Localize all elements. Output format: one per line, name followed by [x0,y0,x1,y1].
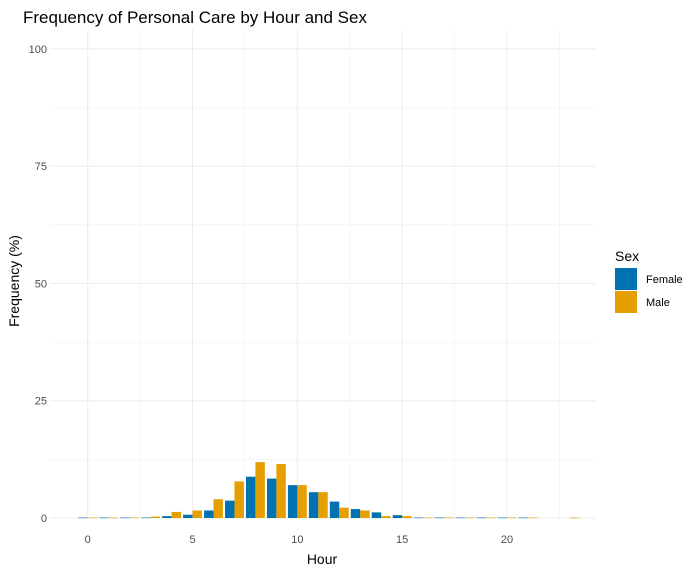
bar-female-hour-4 [162,516,172,518]
bar-male-hour-1 [108,517,119,519]
legend-title: Sex [615,248,639,264]
bar-female-hour-17 [434,517,445,519]
bar-male-hour-5 [192,510,202,518]
bar-female-hour-9 [266,478,277,518]
y-tick-label: 25 [35,396,47,408]
bar-male-hour-11 [318,492,328,518]
bar-male-hour-21 [527,517,538,519]
bar-female-hour-6 [204,510,214,518]
bar-male-hour-16 [423,517,433,519]
bar-female-hour-15 [392,515,403,518]
legend-label-female: Female [646,274,683,286]
bar-female-hour-3 [141,517,151,519]
y-tick-label: 75 [35,161,47,173]
bar-female-hour-19 [476,517,486,519]
bar-female-hour-10 [287,485,298,518]
bar-female-hour-1 [99,517,109,519]
x-tick-label: 10 [291,534,303,546]
bar-male-hour-19 [486,517,496,519]
bar-male-hour-8 [255,462,265,518]
bar-male-hour-0 [87,517,98,519]
bar-female-hour-0 [78,517,88,519]
bar-male-hour-2 [129,517,140,519]
bar-male-hour-23 [569,517,580,519]
bar-male-hour-18 [465,517,475,519]
bar-female-hour-14 [371,512,382,518]
x-tick-label: 15 [396,534,408,546]
bar-male-hour-3 [150,516,161,518]
bar-male-hour-9 [276,464,286,518]
y-axis-title: Frequency (%) [6,235,22,327]
bar-female-hour-7 [225,500,235,518]
bar-male-hour-20 [506,517,517,519]
y-tick-label: 100 [29,44,47,56]
bar-male-hour-10 [297,485,307,518]
bar-male-hour-13 [360,510,370,518]
legend-key-female [615,268,637,290]
x-tick-label: 20 [501,534,513,546]
bar-female-hour-8 [245,476,256,518]
bar-female-hour-21 [518,517,528,519]
bar-female-hour-18 [455,517,466,519]
legend-label-male: Male [646,297,670,309]
legend-key-male [615,291,637,313]
bars [78,462,580,519]
bar-male-hour-17 [444,517,454,519]
grid [50,30,595,519]
bar-female-hour-20 [497,517,507,519]
x-tick-label: 5 [189,534,195,546]
bar-female-hour-16 [413,517,424,519]
y-tick-label: 50 [35,278,47,290]
bar-female-hour-13 [350,509,361,518]
legend: Sex Female Male [615,248,683,313]
y-tick-label: 0 [41,513,47,525]
chart-title: Frequency of Personal Care by Hour and S… [23,8,367,27]
bar-female-hour-5 [183,514,193,518]
bar-male-hour-6 [213,499,223,518]
bar-female-hour-2 [120,517,130,519]
bar-male-hour-15 [402,516,412,518]
tick-labels: 0 25 50 75 100 0 5 10 15 20 [29,44,513,546]
bar-male-hour-7 [234,481,244,518]
x-tick-label: 0 [85,534,91,546]
bar-male-hour-12 [339,507,349,518]
bar-female-hour-11 [308,492,319,518]
bar-female-hour-12 [329,501,340,518]
bar-male-hour-14 [381,516,391,518]
x-axis-title: Hour [307,551,338,567]
bar-male-hour-4 [171,511,182,518]
